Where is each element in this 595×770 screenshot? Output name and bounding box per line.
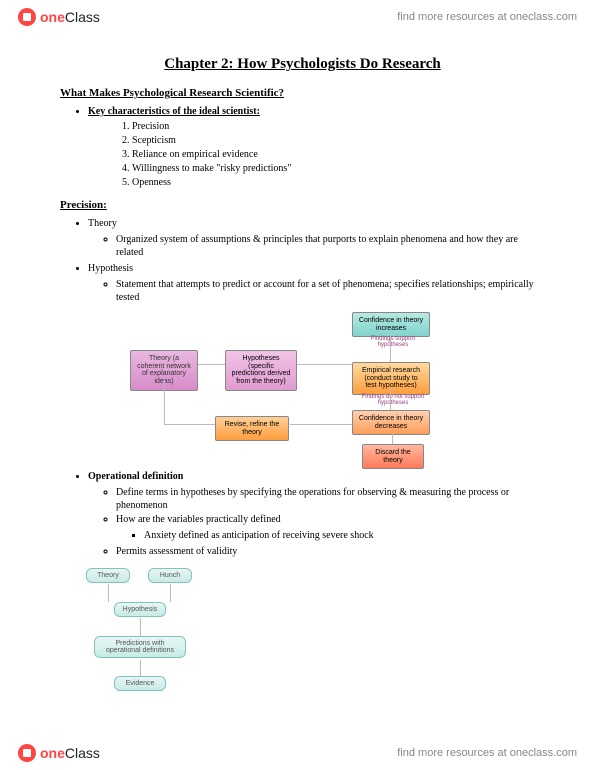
arrow	[140, 660, 141, 676]
list-item: Scepticism	[132, 134, 545, 147]
logo-icon	[18, 744, 36, 762]
footer-link[interactable]: find more resources at oneclass.com	[397, 747, 577, 759]
list-item: Statement that attempts to predict or ac…	[116, 278, 545, 304]
list-item: Theory Organized system of assumptions &…	[88, 217, 545, 259]
arrow	[290, 424, 352, 425]
logo[interactable]: oneClass	[18, 8, 100, 26]
arrow	[390, 388, 391, 410]
page-title: Chapter 2: How Psychologists Do Research	[60, 56, 545, 73]
research-cycle-diagram: Confidence in theory increases Findings …	[130, 312, 510, 462]
footer-bar: oneClass find more resources at oneclass…	[0, 736, 595, 770]
header-link[interactable]: find more resources at oneclass.com	[397, 11, 577, 23]
arrow	[390, 332, 391, 362]
diagram-label: Findings do not support hypotheses	[358, 394, 428, 406]
list-item: Define terms in hypotheses by specifying…	[116, 486, 545, 512]
list-item: Reliance on empirical evidence	[132, 148, 545, 161]
diagram-box: Confidence in theory increases	[352, 312, 430, 337]
diagram-box: Revise, refine the theory	[215, 416, 289, 441]
logo-text: oneClass	[40, 745, 100, 761]
diagram-box: Empirical research (conduct study to tes…	[352, 362, 430, 395]
arrow	[164, 424, 215, 425]
list-item: How are the variables practically define…	[116, 513, 545, 542]
logo-text: oneClass	[40, 9, 100, 25]
logo-icon	[18, 8, 36, 26]
header-bar: oneClass find more resources at oneclass…	[0, 0, 595, 34]
list-item: Anxiety defined as anticipation of recei…	[144, 529, 545, 542]
list-item: Openness	[132, 176, 545, 189]
arrow	[297, 364, 352, 365]
arrow	[140, 618, 141, 636]
diagram-box: Discard the theory	[362, 444, 424, 469]
arrow	[198, 364, 225, 365]
diagram-box: Hypothesis	[114, 602, 166, 617]
diagram-box: Evidence	[114, 676, 166, 691]
logo[interactable]: oneClass	[18, 744, 100, 762]
arrow	[108, 584, 109, 602]
list-item: Precision	[132, 120, 545, 133]
arrow	[170, 584, 171, 602]
list-item: Operational definition Define terms in h…	[88, 470, 545, 558]
diagram-box: Hunch	[148, 568, 192, 583]
list-item: Hypothesis Statement that attempts to pr…	[88, 262, 545, 304]
list-item: Permits assessment of validity	[116, 545, 545, 558]
arrow	[392, 434, 393, 444]
diagram-box: Confidence in theory decreases	[352, 410, 430, 435]
diagram-box: Predictions with operational definitions	[94, 636, 186, 658]
section-heading: Precision:	[60, 199, 545, 211]
diagram-label: Findings support hypotheses	[358, 336, 428, 348]
arrow	[164, 380, 165, 424]
list-item: Willingness to make "risky predictions"	[132, 162, 545, 175]
section-heading: What Makes Psychological Research Scient…	[60, 87, 545, 99]
list-item: Key characteristics of the ideal scienti…	[88, 105, 545, 189]
list-item: Organized system of assumptions & princi…	[116, 233, 545, 259]
page-content: Chapter 2: How Psychologists Do Research…	[0, 34, 595, 740]
diagram-box: Hypotheses (specific predictions derived…	[225, 350, 297, 391]
diagram-box: Theory	[86, 568, 130, 583]
operational-flow-diagram: Theory Hunch Hypothesis Predictions with…	[80, 568, 220, 700]
